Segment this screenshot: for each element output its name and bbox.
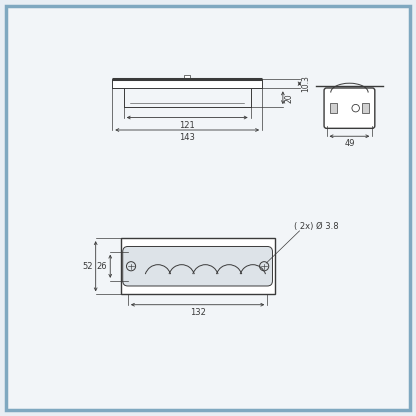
Text: 132: 132 (190, 308, 206, 317)
FancyBboxPatch shape (123, 246, 272, 286)
Bar (362, 103, 369, 113)
FancyBboxPatch shape (6, 6, 410, 410)
Text: 26: 26 (97, 262, 107, 271)
Text: 49: 49 (344, 139, 355, 149)
Text: 52: 52 (82, 262, 93, 271)
Bar (112, 79, 262, 88)
Text: 10.3: 10.3 (302, 75, 311, 92)
Bar (121, 238, 275, 295)
Text: ( 2x) Ø 3.8: ( 2x) Ø 3.8 (294, 222, 339, 231)
Text: 20: 20 (285, 93, 294, 103)
Text: 143: 143 (179, 133, 195, 142)
Bar (184, 75, 191, 79)
Text: 121: 121 (179, 121, 195, 130)
FancyBboxPatch shape (324, 88, 375, 128)
Bar (330, 103, 337, 113)
